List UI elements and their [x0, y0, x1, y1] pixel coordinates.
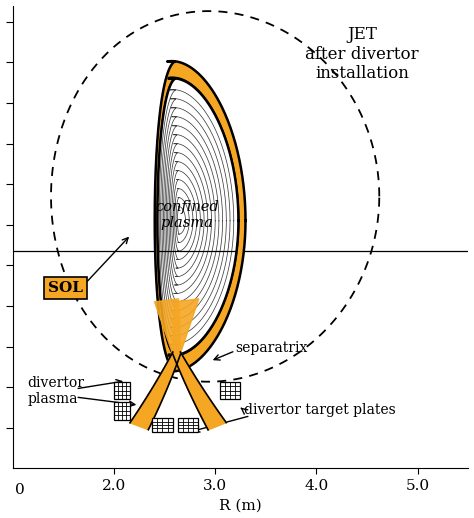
Text: SOL: SOL — [48, 281, 82, 295]
Polygon shape — [173, 352, 226, 430]
Polygon shape — [173, 299, 199, 354]
Bar — [152, 418, 173, 432]
Bar — [220, 382, 240, 399]
X-axis label: R (m): R (m) — [219, 498, 262, 512]
Text: confined
plasma: confined plasma — [155, 200, 219, 230]
Polygon shape — [130, 352, 181, 429]
Polygon shape — [155, 61, 246, 371]
Bar — [178, 418, 198, 432]
Text: divertor target plates: divertor target plates — [244, 403, 395, 417]
Text: 0: 0 — [15, 483, 24, 497]
Bar — [114, 382, 130, 399]
Text: JET
after divertor
installation: JET after divertor installation — [305, 26, 419, 82]
Text: divertor
plasma: divertor plasma — [27, 376, 85, 407]
Bar — [114, 402, 130, 420]
Text: separatrix: separatrix — [236, 341, 308, 355]
Polygon shape — [155, 299, 181, 354]
